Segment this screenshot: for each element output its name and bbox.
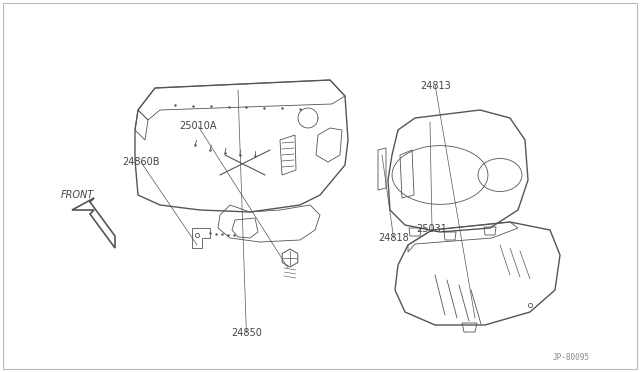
- Text: FRONT: FRONT: [61, 190, 94, 200]
- Text: 24813: 24813: [420, 81, 451, 90]
- Text: JP-80095: JP-80095: [553, 353, 590, 362]
- Text: 25010A: 25010A: [180, 122, 217, 131]
- Text: 24850: 24850: [231, 328, 262, 338]
- Text: 25031: 25031: [417, 224, 447, 234]
- Text: 24860B: 24860B: [122, 157, 159, 167]
- Text: 24818: 24818: [378, 233, 409, 243]
